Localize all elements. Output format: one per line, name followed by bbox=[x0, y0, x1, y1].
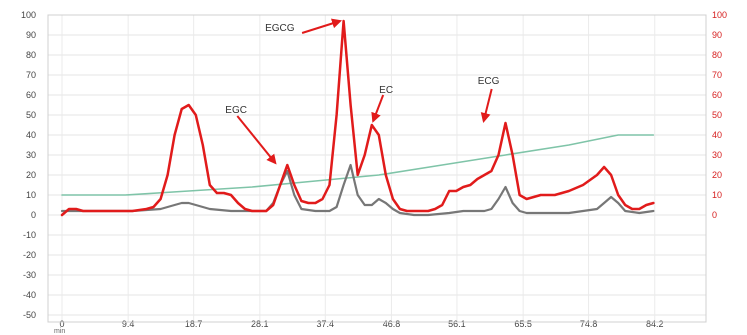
y-tick-right-label: 10 bbox=[712, 190, 722, 200]
axes: 1009080706050403020100-10-20-30-40-50100… bbox=[21, 10, 727, 329]
y-tick-left-label: 100 bbox=[21, 10, 36, 20]
x-tick-label: 28.1 bbox=[251, 319, 269, 329]
grid bbox=[48, 14, 706, 322]
peak-label: EGC bbox=[225, 105, 247, 116]
y-tick-left-label: 70 bbox=[26, 70, 36, 80]
series bbox=[60, 19, 655, 217]
y-tick-right-label: 20 bbox=[712, 170, 722, 180]
y-tick-left-label: 90 bbox=[26, 30, 36, 40]
peak-arrow bbox=[236, 115, 277, 165]
y-tick-left-label: 40 bbox=[26, 130, 36, 140]
y-tick-left-label: 30 bbox=[26, 150, 36, 160]
x-tick-label: 9.4 bbox=[122, 319, 135, 329]
y-tick-left-label: 60 bbox=[26, 90, 36, 100]
y-tick-right-label: 60 bbox=[712, 90, 722, 100]
x-tick-label: 56.1 bbox=[448, 319, 466, 329]
x-tick-label: 46.8 bbox=[383, 319, 401, 329]
y-tick-right-label: 70 bbox=[712, 70, 722, 80]
y-tick-right-label: 90 bbox=[712, 30, 722, 40]
x-tick-label: 37.4 bbox=[317, 319, 335, 329]
peak-label: EGCG bbox=[265, 23, 295, 34]
y-tick-right-label: 40 bbox=[712, 130, 722, 140]
gradient-trace-line bbox=[61, 134, 655, 196]
y-tick-left-label: -30 bbox=[23, 270, 36, 280]
y-tick-left-label: 20 bbox=[26, 170, 36, 180]
y-tick-left-label: 50 bbox=[26, 110, 36, 120]
plot-frame bbox=[47, 14, 707, 323]
annotations: EGC EGCG EC ECG bbox=[225, 18, 500, 165]
x-tick-label: 84.2 bbox=[646, 319, 664, 329]
y-tick-left-label: 80 bbox=[26, 50, 36, 60]
y-tick-right-label: 100 bbox=[712, 10, 727, 20]
peak-label: EC bbox=[379, 85, 393, 96]
y-tick-left-label: 0 bbox=[31, 210, 36, 220]
peak-label: ECG bbox=[478, 76, 500, 87]
y-tick-left-label: -50 bbox=[23, 310, 36, 320]
y-tick-right-label: 30 bbox=[712, 150, 722, 160]
peak-arrow bbox=[301, 18, 342, 34]
x-tick-label: 74.8 bbox=[580, 319, 598, 329]
x-tick-label: 18.7 bbox=[185, 319, 203, 329]
red-trace-line bbox=[60, 19, 655, 217]
y-tick-left-label: -40 bbox=[23, 290, 36, 300]
peak-arrow bbox=[480, 88, 493, 123]
y-tick-left-label: -20 bbox=[23, 250, 36, 260]
y-tick-left-label: 10 bbox=[26, 190, 36, 200]
y-tick-right-label: 80 bbox=[712, 50, 722, 60]
x-tick-label: 0 bbox=[59, 319, 64, 329]
gray-trace-line bbox=[60, 163, 655, 217]
y-tick-left-label: -10 bbox=[23, 230, 36, 240]
y-tick-right-label: 0 bbox=[712, 210, 717, 220]
peak-arrow bbox=[371, 94, 385, 123]
y-tick-right-label: 50 bbox=[712, 110, 722, 120]
x-axis-unit-label: min bbox=[54, 328, 65, 335]
x-tick-label: 65.5 bbox=[514, 319, 532, 329]
